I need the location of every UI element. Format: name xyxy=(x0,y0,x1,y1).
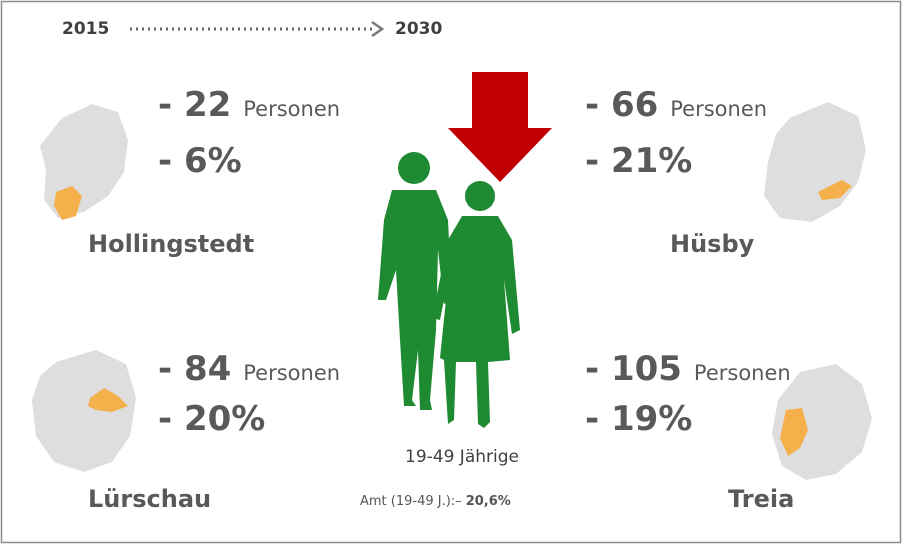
persons-change: - 66 Personen xyxy=(585,85,767,125)
region-name: Hüsby xyxy=(670,230,755,258)
down-arrow xyxy=(448,72,552,182)
percent-change: - 21% xyxy=(585,141,692,181)
region-map xyxy=(32,350,136,472)
region-name: Hollingstedt xyxy=(88,230,254,258)
text-part: 20,6% xyxy=(466,494,511,509)
text-part: Amt (19-49 J.):– xyxy=(360,494,462,509)
text-part: Personen xyxy=(243,97,340,121)
region-map xyxy=(772,364,872,480)
region-name: Treia xyxy=(728,485,794,513)
age-group-label: 19-49 Jährige xyxy=(405,447,519,467)
people-silhouette xyxy=(378,152,520,428)
text-part: Personen xyxy=(694,361,791,385)
text-part: - 105 xyxy=(585,349,682,389)
text-part: - 66 xyxy=(585,85,658,125)
region-map xyxy=(40,104,128,220)
text-part: - 84 xyxy=(158,349,231,389)
percent-change: - 19% xyxy=(585,399,692,439)
text-part: Personen xyxy=(243,361,340,385)
persons-change: - 84 Personen xyxy=(158,349,340,389)
percent-change: - 20% xyxy=(158,399,265,439)
footnote: Amt (19-49 J.):– 20,6% xyxy=(360,494,511,509)
text-part: - 22 xyxy=(158,85,231,125)
percent-change: - 6% xyxy=(158,141,242,181)
region-name: Lürschau xyxy=(88,485,211,513)
year-from: 2015 xyxy=(62,19,109,39)
persons-change: - 105 Personen xyxy=(585,349,791,389)
text-part: Personen xyxy=(670,97,767,121)
year-to: 2030 xyxy=(395,19,442,39)
persons-change: - 22 Personen xyxy=(158,85,340,125)
timeline-arrow xyxy=(371,20,385,38)
region-map xyxy=(764,102,866,222)
